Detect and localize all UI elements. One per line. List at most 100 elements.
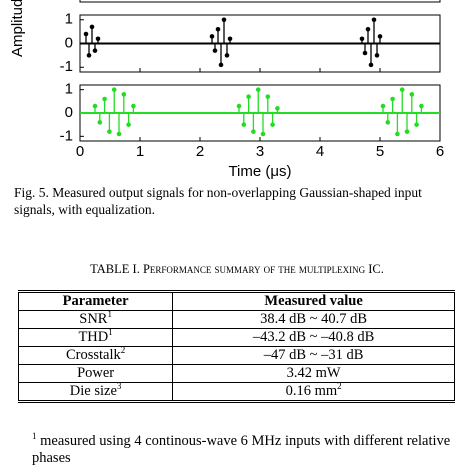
x-tick-label: 3 xyxy=(256,143,264,160)
stem-marker xyxy=(126,122,131,127)
x-tick-label: 6 xyxy=(436,143,444,160)
stem-marker xyxy=(359,36,365,42)
table-row: Power 3.42 mW xyxy=(17,364,455,383)
performance-table: Parameter Measured value SNR1 38.4 dB ~ 4… xyxy=(17,290,455,403)
table-cell: Die size3 xyxy=(17,381,174,402)
stem-marker xyxy=(399,87,405,92)
footnote-marker: 1 xyxy=(32,431,37,442)
table-row: SNR1 38.4 dB ~ 40.7 dB xyxy=(17,309,455,329)
x-tick-label: 1 xyxy=(136,143,144,160)
y-tick-label: -1 xyxy=(60,58,73,75)
stem-marker xyxy=(92,48,98,53)
stem-marker xyxy=(255,87,261,92)
x-tick-label: 4 xyxy=(316,143,324,160)
stem-marker xyxy=(414,122,419,127)
stem-marker xyxy=(385,120,391,125)
table-cell: 3.42 mW xyxy=(172,364,455,383)
x-axis-label: Time (μs) xyxy=(228,163,291,180)
table-row: THD1 –43.2 dB ~ –40.8 dB xyxy=(17,327,455,347)
footnote-text: measured using 4 continous-wave 6 MHz in… xyxy=(32,433,451,466)
table-cell: –43.2 dB ~ –40.8 dB xyxy=(172,328,455,347)
cell-text: THD xyxy=(78,329,109,345)
stem-marker xyxy=(209,34,215,39)
stem-marker xyxy=(368,62,374,68)
superscript: 3 xyxy=(116,381,122,392)
stem-marker xyxy=(390,96,395,102)
stem-marker xyxy=(97,120,103,125)
stem-marker xyxy=(131,103,136,109)
stem-marker xyxy=(215,26,221,32)
table-row: Crosstalk2 –47 dB ~ –31 dB xyxy=(17,345,455,365)
stem-marker xyxy=(371,17,377,23)
stem-marker xyxy=(111,87,117,92)
table-cell: –47 dB ~ –31 dB xyxy=(172,346,455,365)
stem-marker xyxy=(107,129,112,134)
cell-text: 3.42 mW xyxy=(286,365,341,381)
y-tick-label: 0 xyxy=(65,34,73,51)
table-cell: SNR1 xyxy=(17,309,174,329)
cell-text: Power xyxy=(77,365,115,381)
footnote: 1 measured using 4 continous-wave 6 MHz … xyxy=(32,431,462,467)
cell-text: 38.4 dB ~ 40.7 dB xyxy=(260,311,368,327)
stem-marker xyxy=(404,129,410,134)
stem-marker xyxy=(102,96,107,102)
stem-marker xyxy=(275,106,280,111)
cell-text: 0.16 mm xyxy=(285,383,338,399)
x-tick-label: 0 xyxy=(76,143,84,160)
superscript: 2 xyxy=(120,345,126,356)
x-tick-label: 2 xyxy=(196,143,204,160)
header-cell: Measured value xyxy=(172,291,455,311)
stem-marker xyxy=(86,53,92,58)
stem-marker xyxy=(251,129,256,134)
stem-marker xyxy=(265,94,271,99)
stem-marker xyxy=(116,131,122,137)
cell-text: SNR xyxy=(79,311,108,327)
stem-marker xyxy=(246,94,251,99)
cell-text: Die size xyxy=(69,383,117,399)
cell-text: –47 dB ~ –31 dB xyxy=(263,347,364,363)
table-cell: Power xyxy=(17,364,174,383)
stem-marker xyxy=(395,131,400,137)
y-tick-label: -1 xyxy=(60,127,73,144)
stem-marker xyxy=(374,53,380,58)
stem-marker xyxy=(218,62,224,68)
stem-marker xyxy=(270,122,275,127)
table-cell: 0.16 mm2 xyxy=(172,381,455,402)
cell-text: Crosstalk xyxy=(65,347,121,363)
table-body: SNR1 38.4 dB ~ 40.7 dB THD1 –43.2 dB ~ –40.… xyxy=(17,309,455,402)
table-cell: THD1 xyxy=(17,327,174,347)
stem-marker xyxy=(89,24,95,30)
stem-marker xyxy=(121,92,127,97)
stem-marker xyxy=(365,26,371,32)
y-axis-label: Amplitude xyxy=(9,0,26,57)
stem-marker xyxy=(221,17,227,23)
stem-marker xyxy=(260,131,266,137)
superscript: 2 xyxy=(337,381,342,392)
stem-marker xyxy=(409,92,415,97)
stem-marker xyxy=(419,103,424,109)
stem-marker xyxy=(380,103,386,109)
table-cell: Crosstalk2 xyxy=(17,345,174,365)
stem-marker xyxy=(212,48,218,53)
superscript: 1 xyxy=(107,309,112,320)
table-cell: 38.4 dB ~ 40.7 dB xyxy=(172,310,455,329)
stem-marker xyxy=(241,122,247,127)
header-row: Parameter Measured value xyxy=(17,291,455,311)
cell-text: –43.2 dB ~ –40.8 dB xyxy=(252,329,375,345)
superscript: 1 xyxy=(108,327,113,338)
y-tick-label: 1 xyxy=(65,81,73,98)
stem-marker xyxy=(92,103,98,109)
stem-marker xyxy=(227,36,233,42)
partial-panel xyxy=(79,0,441,3)
stem-marker xyxy=(236,103,242,109)
table-row: Die size3 0.16 mm2 xyxy=(17,381,455,402)
stem-marker xyxy=(362,50,368,56)
figure-caption: Fig. 5. Measured output signals for non-… xyxy=(14,185,422,217)
stem-marker xyxy=(377,34,383,39)
table-title: TABLE I. Performance summary of the mult… xyxy=(90,262,384,276)
x-tick-label: 5 xyxy=(376,143,384,160)
header-cell: Parameter xyxy=(17,291,174,311)
stem-marker xyxy=(224,53,230,58)
